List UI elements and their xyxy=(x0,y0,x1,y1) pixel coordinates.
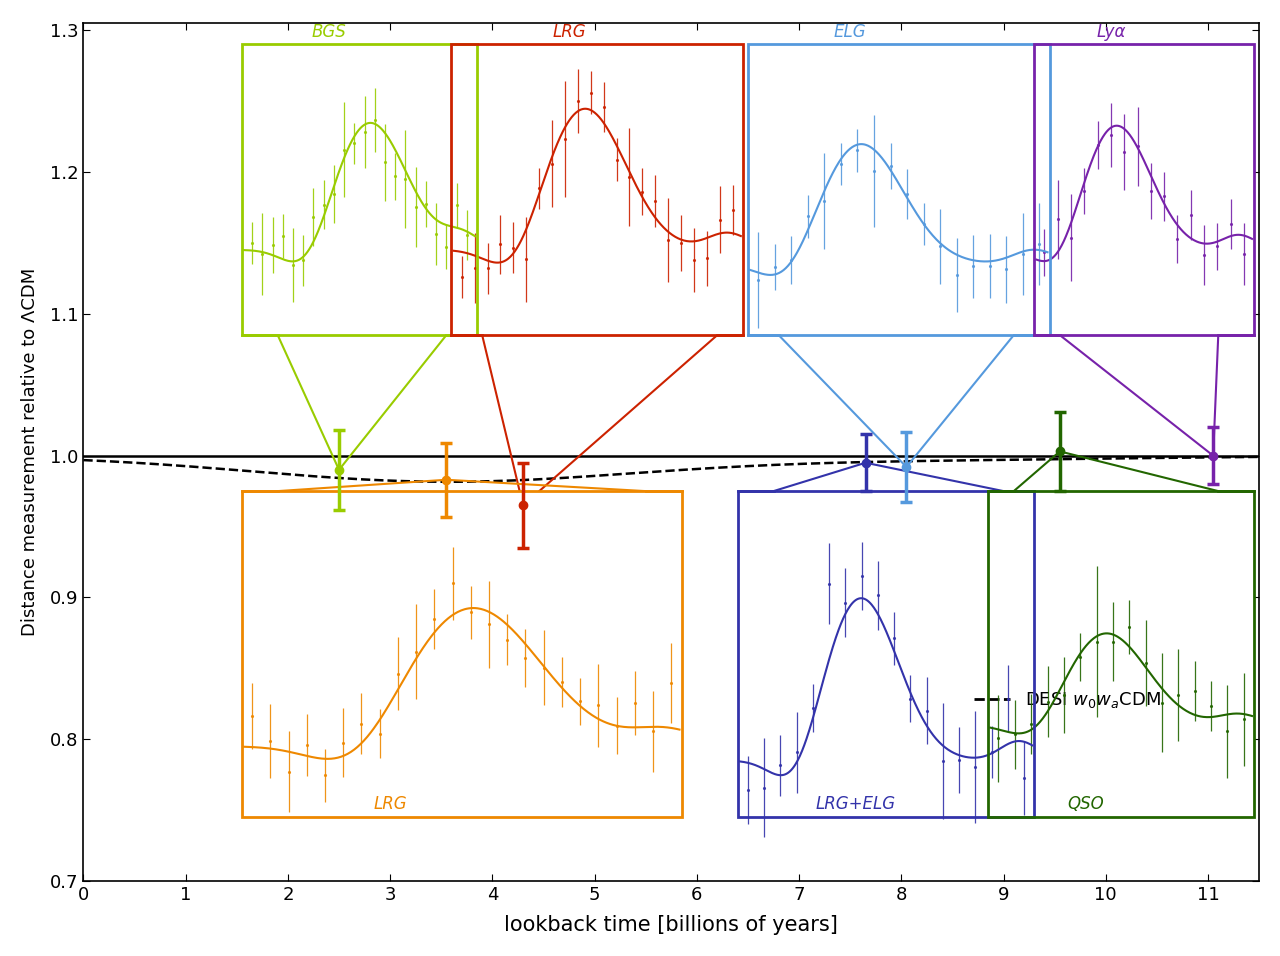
Text: QSO: QSO xyxy=(1068,795,1103,814)
Bar xyxy=(242,44,477,336)
Bar xyxy=(737,491,1034,817)
Bar xyxy=(242,491,681,817)
Bar xyxy=(452,44,742,336)
Bar xyxy=(737,491,1034,817)
Y-axis label: Distance measurement relative to ΛCDM: Distance measurement relative to ΛCDM xyxy=(20,268,38,637)
Bar xyxy=(1034,44,1254,336)
Bar xyxy=(748,44,1050,336)
X-axis label: lookback time [billions of years]: lookback time [billions of years] xyxy=(504,915,838,935)
Bar xyxy=(242,491,681,817)
Bar xyxy=(1034,44,1254,336)
Text: BGS: BGS xyxy=(311,24,346,41)
Bar xyxy=(452,44,742,336)
Text: LRG: LRG xyxy=(552,24,586,41)
Bar xyxy=(988,491,1254,817)
Text: LRG: LRG xyxy=(374,795,407,814)
Bar xyxy=(242,44,477,336)
Text: LRG+ELG: LRG+ELG xyxy=(815,795,896,814)
Text: Lyα: Lyα xyxy=(1096,24,1125,41)
Bar xyxy=(748,44,1050,336)
Legend: DESI $w_0w_a$CDM: DESI $w_0w_a$CDM xyxy=(966,684,1167,718)
Text: ELG: ELG xyxy=(833,24,867,41)
Bar xyxy=(988,491,1254,817)
